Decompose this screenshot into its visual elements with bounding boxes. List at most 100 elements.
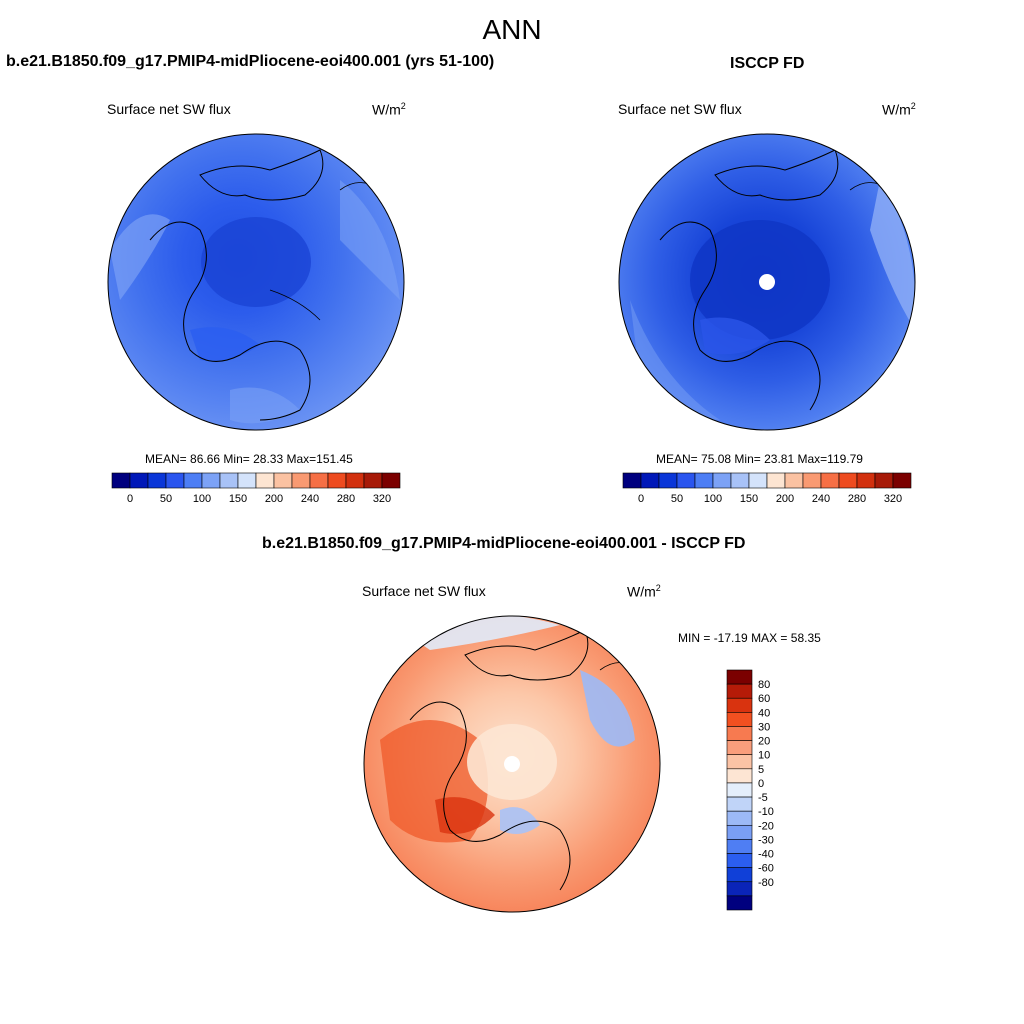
panel2-colorbar-cell (640, 472, 660, 489)
panel3-colorbar-cell (726, 697, 753, 713)
panel2-colorbar-tick-label: 280 (848, 493, 866, 505)
panel3-pole-gap (504, 756, 520, 772)
panel2-colorbar-cell (784, 472, 804, 489)
panel2-field-patch (870, 180, 915, 330)
panel3-max: 58.35 (790, 631, 821, 645)
panel2-stats: MEAN= 75.08 Min= 23.81 Max=119.79 (656, 452, 863, 466)
panel1-field-patch (110, 214, 170, 300)
panel3-field-patch (580, 670, 635, 747)
panel3-colorbar-cell (726, 726, 753, 741)
panel3-colorbar-cell (726, 754, 753, 770)
panel3-min: -17.19 (713, 631, 748, 645)
panel2-field-patch (700, 317, 770, 355)
panel2-colorbar-cell (874, 472, 894, 489)
panel1-colorbar-tick-label: 240 (301, 493, 319, 505)
panel3-units-text: W/m (627, 583, 656, 600)
panel1-field-patch (340, 180, 400, 300)
panel1-colorbar-tick-label: 150 (229, 493, 247, 505)
panel3-colorbar-cell (726, 796, 753, 812)
panel3-colorbar-tick-label: 0 (758, 778, 764, 790)
panel3-variable: Surface net SW flux (362, 583, 486, 599)
panel1-colorbar-cell (147, 472, 167, 489)
panel1-coastline (199, 149, 324, 201)
panel2-min: 23.81 (764, 452, 795, 466)
panel3-field-patch (435, 797, 495, 834)
panel3-colorbar-cell (726, 768, 753, 784)
panel2-map (618, 133, 916, 431)
panel1-colorbar-tick-label: 280 (337, 493, 355, 505)
panel3-colorbar-cell (726, 839, 753, 854)
panel2-colorbar-cell (820, 472, 840, 489)
panel3-colorbar-tick-label: 30 (758, 721, 770, 733)
panel3-colorbar-tick-label: -10 (758, 806, 774, 818)
panel3-colorbar-cell (726, 782, 753, 798)
panel2-colorbar-tick-label: 320 (884, 493, 902, 505)
panel2-colorbar-cell (676, 472, 696, 489)
panel2-border (618, 133, 916, 431)
panel2-colorbar-tick-label: 240 (812, 493, 830, 505)
panel1-units-text: W/m (372, 101, 401, 118)
panel2-colorbar-tick-label: 200 (776, 493, 794, 505)
panel1-field-core (201, 217, 311, 307)
panel2-max: 119.79 (827, 452, 863, 466)
panel3-stats: MIN = -17.19 MAX = 58.35 (678, 631, 821, 645)
panel2-colorbar-cell (892, 472, 912, 489)
panel2-mean-label: MEAN= (656, 452, 698, 466)
panel1-max: 151.45 (316, 452, 353, 466)
panel1-mean-label: MEAN= (145, 452, 187, 466)
panel3-border (363, 615, 661, 913)
panel3-colorbar-cell (726, 867, 753, 883)
panel2-colorbar-tick-label: 100 (704, 493, 722, 505)
panel1-field-patch (230, 387, 300, 424)
panel1-colorbar: 0 50 100 150 200 240 280 320 (111, 472, 401, 505)
panel1-max-label: Max= (286, 452, 317, 466)
panel2-max-label: Max= (797, 452, 828, 466)
panel2-colorbar-cell (838, 472, 858, 489)
panel2-units-sup: 2 (910, 101, 916, 111)
panel2-units-text: W/m (882, 101, 911, 118)
panel1-field-patch (190, 327, 260, 361)
panel1-colorbar-cell (165, 472, 185, 489)
panel1-map (107, 133, 405, 431)
panel3-colorbar-tick-label: -20 (758, 820, 774, 832)
panel2-colorbar-cell (658, 472, 678, 489)
panel1-colorbar-cell (363, 472, 383, 489)
panel1-colorbar-tick-label: 0 (127, 493, 133, 505)
panel2-colorbar-cell (856, 472, 876, 489)
panel1-colorbar-cell (255, 472, 275, 489)
panel2-mean: 75.08 (701, 452, 732, 466)
panel1-colorbar-cell (111, 472, 131, 489)
panel3-colorbar-tick-label: -40 (758, 849, 774, 861)
panel3-field-patch (500, 807, 540, 834)
panel3-colorbar-tick-label: 10 (758, 750, 770, 762)
panel1-colorbar-cell (381, 472, 401, 489)
panel2-colorbar-cell (766, 472, 786, 489)
panel3-colorbar-tick-label: -5 (758, 792, 768, 804)
panel3-colorbar-cell (726, 895, 753, 911)
panel1-variable: Surface net SW flux (107, 101, 231, 117)
panel3-units: W/m2 (627, 583, 661, 600)
panel1-colorbar-tick-label: 320 (373, 493, 391, 505)
panel3-colorbar-tick-label: 5 (758, 764, 764, 776)
panel2-colorbar: 0 50 100 150 200 240 280 320 (622, 472, 912, 505)
panel3-colorbar: 80 60 40 30 20 10 5 0 -5 -10 -20 -30 -40 -60 -80 (726, 669, 774, 911)
panel3-map (363, 615, 661, 913)
panel2-pole-gap (759, 274, 775, 290)
panel3-coastline (464, 629, 589, 681)
panel2-colorbar-cell (802, 472, 822, 489)
panel1-colorbar-cell (345, 472, 365, 489)
panel1-colorbar-cell (219, 472, 239, 489)
panel1-min-label: Min= (223, 452, 250, 466)
panel1-min: 28.33 (253, 452, 284, 466)
panel3-colorbar-tick-label: 80 (758, 679, 770, 691)
panel2-coastline (714, 149, 839, 201)
panel3-colorbar-cell (726, 740, 753, 756)
panel3-colorbar-cell (726, 810, 753, 826)
figure-title: ANN (482, 14, 542, 45)
panel1-colorbar-cell (309, 472, 329, 489)
panel2-colorbar-cell (730, 472, 750, 489)
panel1-colorbar-cell (291, 472, 311, 489)
panel3-colorbar-tick-label: 60 (758, 693, 770, 705)
panel1-colorbar-tick-label: 200 (265, 493, 283, 505)
